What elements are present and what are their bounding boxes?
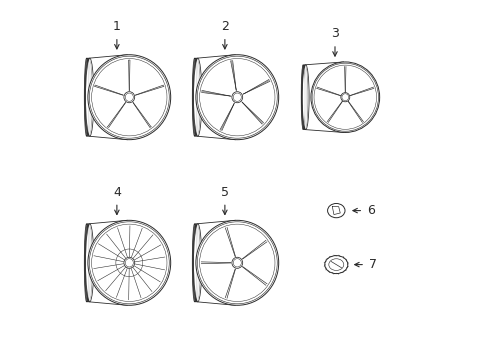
Ellipse shape bbox=[123, 257, 134, 268]
Ellipse shape bbox=[196, 220, 278, 305]
Ellipse shape bbox=[324, 256, 347, 274]
Text: 4: 4 bbox=[113, 186, 121, 199]
Ellipse shape bbox=[327, 203, 345, 218]
Ellipse shape bbox=[87, 59, 92, 135]
Ellipse shape bbox=[195, 59, 200, 135]
Ellipse shape bbox=[87, 225, 92, 301]
Text: 1: 1 bbox=[113, 20, 121, 33]
Ellipse shape bbox=[303, 66, 307, 129]
Ellipse shape bbox=[88, 55, 170, 140]
Text: 7: 7 bbox=[368, 258, 376, 271]
Ellipse shape bbox=[340, 93, 349, 102]
Text: 2: 2 bbox=[221, 20, 228, 33]
Text: 6: 6 bbox=[366, 204, 374, 217]
Text: 5: 5 bbox=[221, 186, 228, 199]
Ellipse shape bbox=[231, 257, 242, 268]
Ellipse shape bbox=[195, 225, 200, 301]
Ellipse shape bbox=[88, 220, 170, 305]
Ellipse shape bbox=[123, 92, 134, 103]
Ellipse shape bbox=[196, 55, 278, 140]
Ellipse shape bbox=[310, 62, 379, 132]
Ellipse shape bbox=[231, 92, 242, 103]
Text: 3: 3 bbox=[330, 27, 338, 40]
